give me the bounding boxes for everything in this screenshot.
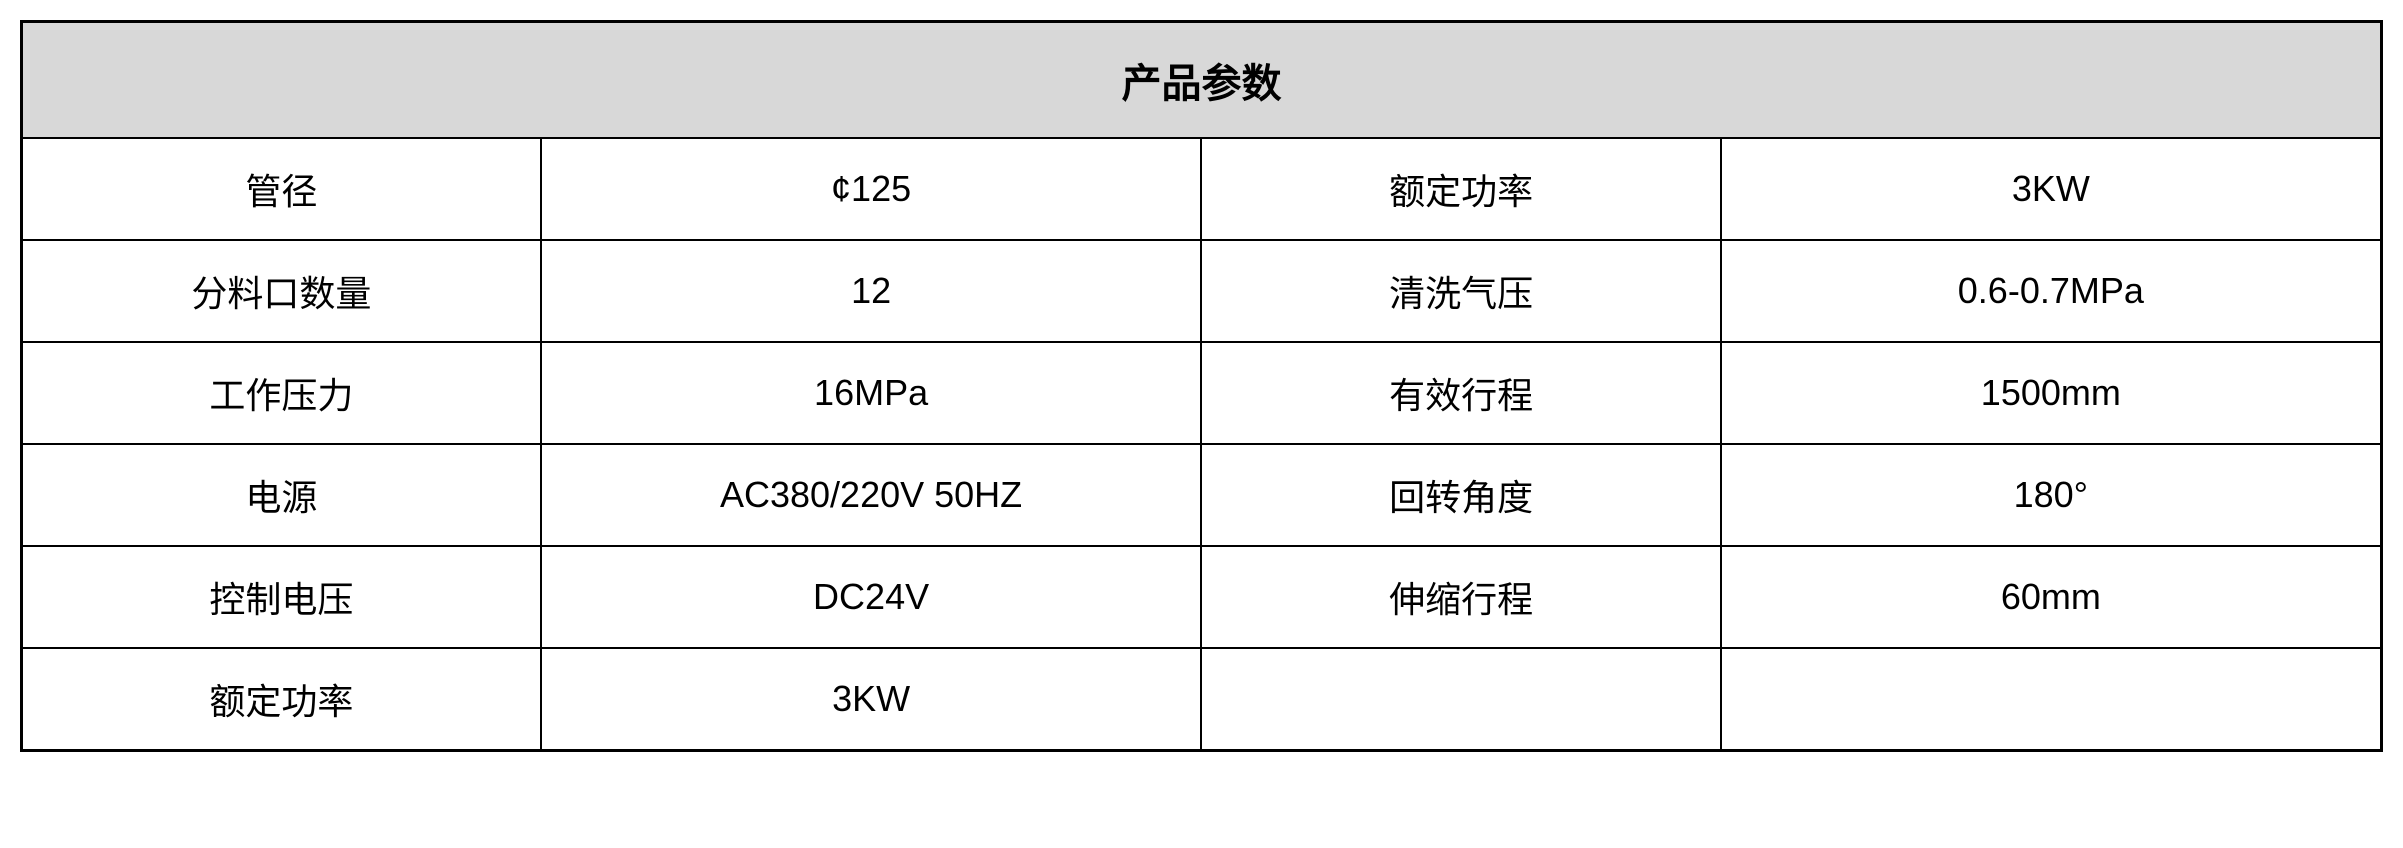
- table-row: 电源 AC380/220V 50HZ 回转角度 180°: [22, 444, 2382, 546]
- param-label: 伸缩行程: [1201, 546, 1720, 648]
- table-row: 工作压力 16MPa 有效行程 1500mm: [22, 342, 2382, 444]
- param-label: 额定功率: [1201, 138, 1720, 240]
- param-label: [1201, 648, 1720, 751]
- param-label: 工作压力: [22, 342, 541, 444]
- param-value: [1721, 648, 2382, 751]
- param-label: 额定功率: [22, 648, 541, 751]
- param-value: 180°: [1721, 444, 2382, 546]
- param-label: 控制电压: [22, 546, 541, 648]
- param-label: 回转角度: [1201, 444, 1720, 546]
- table-title: 产品参数: [22, 22, 2382, 139]
- param-value: 16MPa: [541, 342, 1202, 444]
- param-value: AC380/220V 50HZ: [541, 444, 1202, 546]
- product-params-table: 产品参数 管径 ¢125 额定功率 3KW 分料口数量 12 清洗气压 0.6-…: [20, 20, 2383, 752]
- param-value: 12: [541, 240, 1202, 342]
- param-value: 3KW: [541, 648, 1202, 751]
- param-label: 清洗气压: [1201, 240, 1720, 342]
- param-value: ¢125: [541, 138, 1202, 240]
- param-label: 管径: [22, 138, 541, 240]
- param-label: 电源: [22, 444, 541, 546]
- param-value: 0.6-0.7MPa: [1721, 240, 2382, 342]
- table-row: 分料口数量 12 清洗气压 0.6-0.7MPa: [22, 240, 2382, 342]
- param-value: 3KW: [1721, 138, 2382, 240]
- param-value: 60mm: [1721, 546, 2382, 648]
- table-header-row: 产品参数: [22, 22, 2382, 139]
- param-label: 分料口数量: [22, 240, 541, 342]
- param-label: 有效行程: [1201, 342, 1720, 444]
- param-value: DC24V: [541, 546, 1202, 648]
- table-row: 额定功率 3KW: [22, 648, 2382, 751]
- table-row: 管径 ¢125 额定功率 3KW: [22, 138, 2382, 240]
- param-value: 1500mm: [1721, 342, 2382, 444]
- table-row: 控制电压 DC24V 伸缩行程 60mm: [22, 546, 2382, 648]
